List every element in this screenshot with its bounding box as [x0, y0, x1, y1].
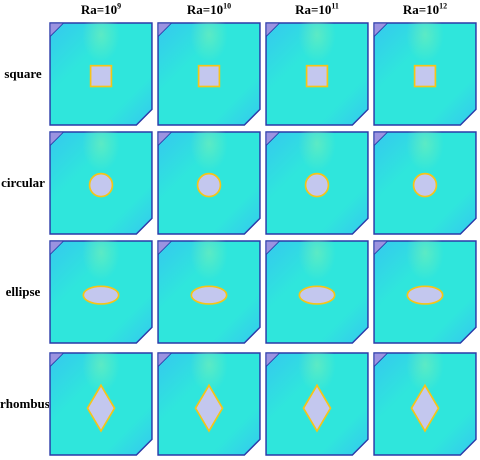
row-label-square: square	[4, 66, 42, 81]
corner-wedge	[373, 352, 389, 368]
contour-panel-square-col1	[49, 22, 153, 126]
corner-wedge	[373, 22, 389, 38]
cavity-contour-circular	[49, 131, 153, 235]
cavity-contour-circular	[157, 131, 261, 235]
ellipse-obstacle	[82, 285, 120, 305]
corner-wedge	[373, 131, 389, 147]
circular-obstacle	[412, 172, 438, 198]
cavity-contour-rhombus	[265, 352, 369, 456]
contour-panel-circular-col3	[265, 131, 369, 235]
contour-panel-square-col4	[373, 22, 477, 126]
contour-panel-circular-col2	[157, 131, 261, 235]
cavity-contour-circular	[373, 131, 477, 235]
rhombus-obstacle	[302, 383, 332, 433]
cavity-contour-ellipse	[49, 240, 153, 344]
square-obstacle	[89, 64, 113, 88]
cavity-contour-square	[49, 22, 153, 126]
cavity-contour-rhombus	[157, 352, 261, 456]
ellipse-obstacle	[298, 285, 336, 305]
cavity-contour-rhombus	[373, 352, 477, 456]
contour-panel-ellipse-col3	[265, 240, 369, 344]
corner-wedge	[265, 352, 281, 368]
circular-obstacle	[196, 172, 222, 198]
ellipse-obstacle	[190, 285, 228, 305]
row-label-rhombus: rhombus	[0, 396, 50, 411]
cavity-contour-rhombus	[49, 352, 153, 456]
cavity-contour-square	[157, 22, 261, 126]
ellipse-obstacle	[406, 285, 444, 305]
contour-panel-rhombus-col1	[49, 352, 153, 456]
circular-obstacle	[88, 172, 114, 198]
corner-wedge	[265, 240, 281, 256]
corner-wedge	[49, 22, 65, 38]
corner-wedge	[373, 240, 389, 256]
row-label-ellipse: ellipse	[5, 284, 41, 299]
cavity-contour-square	[373, 22, 477, 126]
contour-panel-ellipse-col4	[373, 240, 477, 344]
column-header-ra-1e9: Ra=109	[80, 1, 122, 17]
cavity-contour-ellipse	[265, 240, 369, 344]
cavity-contour-square	[265, 22, 369, 126]
column-header-ra-1e11: Ra=1011	[295, 1, 339, 17]
corner-wedge	[49, 352, 65, 368]
rhombus-obstacle	[86, 383, 116, 433]
contour-panel-rhombus-col3	[265, 352, 369, 456]
square-obstacle	[413, 64, 437, 88]
corner-wedge	[49, 240, 65, 256]
corner-wedge	[157, 352, 173, 368]
rhombus-obstacle	[410, 383, 440, 433]
row-label-circular: circular	[1, 175, 45, 190]
contour-panel-circular-col1	[49, 131, 153, 235]
corner-wedge	[157, 131, 173, 147]
contour-panel-rhombus-col4	[373, 352, 477, 456]
rhombus-obstacle	[194, 383, 224, 433]
circular-obstacle	[304, 172, 330, 198]
cavity-contour-ellipse	[373, 240, 477, 344]
square-obstacle	[197, 64, 221, 88]
corner-wedge	[49, 131, 65, 147]
corner-wedge	[157, 22, 173, 38]
contour-panel-square-col2	[157, 22, 261, 126]
corner-wedge	[265, 131, 281, 147]
contour-panel-circular-col4	[373, 131, 477, 235]
contour-panel-ellipse-col2	[157, 240, 261, 344]
cavity-contour-circular	[265, 131, 369, 235]
corner-wedge	[265, 22, 281, 38]
column-header-ra-1e10: Ra=1010	[186, 1, 232, 17]
corner-wedge	[157, 240, 173, 256]
column-header-ra-1e12: Ra=1012	[402, 1, 448, 17]
contour-panel-rhombus-col2	[157, 352, 261, 456]
contour-panel-square-col3	[265, 22, 369, 126]
cavity-contour-ellipse	[157, 240, 261, 344]
contour-panel-ellipse-col1	[49, 240, 153, 344]
square-obstacle	[305, 64, 329, 88]
